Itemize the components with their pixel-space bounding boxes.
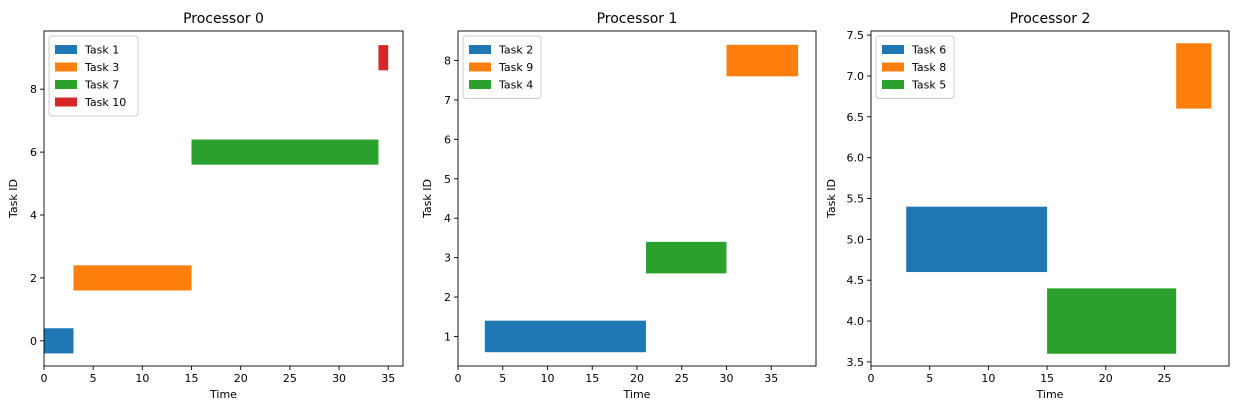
x-axis-label: Time [1036,388,1064,401]
legend-swatch [882,80,904,89]
x-tick-label: 15 [185,372,199,385]
x-tick-label: 10 [135,372,149,385]
x-tick-label: 10 [541,372,555,385]
x-tick-label: 25 [283,372,297,385]
x-tick-label: 20 [234,372,248,385]
bar-task-4 [645,241,727,274]
bar-task-3 [73,265,192,291]
legend-box [48,35,139,117]
y-axis-label: Task ID [825,179,838,219]
chart-title: Processor 2 [1010,11,1091,27]
legend-entry-label: Task 3 [84,61,119,74]
y-tick-label: 0 [30,335,37,348]
chart-title: Processor 1 [597,11,678,27]
bar-task-9 [726,44,799,77]
x-tick-label: 10 [981,372,995,385]
x-tick-label: 35 [381,372,395,385]
y-tick-label: 2 [444,291,451,304]
y-axis-label: Task ID [421,179,434,219]
x-tick-label: 30 [332,372,346,385]
y-tick-label: 4 [30,209,37,222]
legend-swatch [882,45,904,54]
bar-task-1 [44,328,74,354]
legend-entry-label: Task 7 [84,79,119,92]
x-tick-label: 5 [499,372,506,385]
y-tick-label: 7 [444,94,451,107]
chart-title: Processor 0 [183,11,264,27]
legend-entry-label: Task 4 [498,79,533,92]
legend-swatch [469,80,491,89]
y-tick-label: 8 [444,55,451,68]
y-tick-label: 6.5 [847,111,865,124]
legend-swatch [55,45,77,54]
y-tick-label: 2 [30,272,37,285]
x-tick-label: 20 [630,372,644,385]
chart-panel-2: 0 5 10 15 20 25 3.5 4.0 4.5 5.0 5.5 6.0 6.5 7.0 7.5 Pro… [825,11,1230,401]
y-tick-label: 6 [444,133,451,146]
axes-frame [43,30,404,367]
x-tick-label: 5 [90,372,97,385]
legend-swatch [882,62,904,72]
legend-entry-label: Task 9 [498,61,533,74]
y-tick-label: 4.0 [847,315,865,328]
chart-panel-1: 0 5 10 15 20 25 30 35 1 2 3 4 5 6 7 8 Processor 1 Time Tas… [421,11,817,401]
x-tick-label: 30 [720,372,734,385]
bar-task-10 [378,45,389,71]
y-tick-label: 1 [444,330,451,343]
x-tick-label: 25 [675,372,689,385]
x-tick-label: 35 [764,372,778,385]
legend-swatch [55,97,77,107]
legend-entry-label: Task 2 [498,44,533,57]
legend-entry-label: Task 8 [911,61,946,74]
bar-task-7 [191,139,379,165]
y-tick-label: 8 [30,83,37,96]
x-tick-label: 0 [868,372,875,385]
y-tick-label: 6.0 [847,152,865,165]
y-tick-label: 5 [444,173,451,186]
y-tick-label: 5.0 [847,233,865,246]
legend-swatch [469,62,491,72]
chart-panel-0: 0 5 10 15 20 25 30 35 0 2 4 6 8 Processor 0 Time Task I… [7,11,404,401]
bar-task-8 [1176,43,1212,109]
y-tick-label: 5.5 [847,193,865,206]
y-axis-label: Task ID [7,179,20,219]
x-tick-label: 0 [455,372,462,385]
bar-task-6 [906,206,1048,273]
x-axis-label: Time [209,388,237,401]
x-tick-label: 0 [41,372,48,385]
legend-swatch [55,62,77,72]
x-axis-label: Time [623,388,651,401]
x-tick-label: 5 [926,372,933,385]
y-tick-label: 7.0 [847,70,865,83]
y-tick-label: 6 [30,146,37,159]
x-tick-label: 15 [585,372,599,385]
x-tick-label: 20 [1099,372,1113,385]
y-tick-label: 7.5 [847,29,865,42]
legend-entry-label: Task 10 [84,96,126,109]
y-tick-label: 4.5 [847,274,865,287]
y-tick-label: 3.5 [847,356,865,369]
x-tick-label: 25 [1157,372,1171,385]
legend-entry-label: Task 6 [911,44,946,57]
legend-swatch [55,80,77,89]
y-tick-label: 4 [444,212,451,225]
x-tick-label: 15 [1040,372,1054,385]
legend-entry-label: Task 1 [84,44,119,57]
legend-swatch [469,45,491,54]
bar-task-5 [1047,288,1177,354]
bar-task-2 [484,320,646,353]
legend-entry-label: Task 5 [911,79,946,92]
y-tick-label: 3 [444,252,451,265]
